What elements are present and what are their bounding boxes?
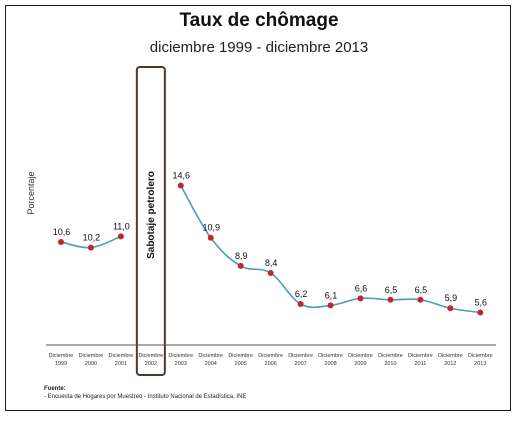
annotation-box	[135, 66, 166, 376]
source-label: Fuente:	[44, 386, 66, 392]
x-tick-label: Diciembre 2004	[198, 353, 223, 367]
x-tick-label: Diciembre 2006	[258, 353, 283, 367]
data-label: 6,2	[295, 289, 308, 299]
x-tick-label: Diciembre 2011	[408, 353, 433, 367]
data-point	[58, 238, 64, 245]
data-label: 8,4	[265, 258, 278, 268]
data-point	[477, 309, 484, 316]
x-tick-label: Diciembre 2010	[378, 353, 403, 367]
data-label: 6,5	[385, 285, 398, 295]
data-point	[417, 296, 424, 303]
data-label: 5,6	[475, 297, 488, 307]
data-point	[207, 234, 214, 241]
x-tick-label: Diciembre 2013	[468, 353, 493, 367]
data-label: 5,9	[445, 293, 458, 303]
data-label: 6,1	[325, 290, 338, 300]
data-label: 6,5	[415, 285, 428, 295]
data-label: 8,9	[235, 251, 248, 261]
x-tick-label: Diciembre 2001	[109, 353, 134, 367]
data-label: 10,6	[53, 227, 71, 237]
data-point	[237, 262, 244, 269]
x-tick-label: Diciembre 2009	[348, 353, 373, 367]
data-point	[387, 296, 394, 303]
data-point	[267, 269, 274, 276]
data-point	[327, 302, 334, 309]
data-label: 14,6	[173, 171, 191, 181]
x-tick-label: Diciembre 2000	[79, 353, 104, 367]
data-point	[87, 244, 94, 251]
x-tick-label: Diciembre 2002	[138, 353, 163, 367]
source-text: - Encuesta de Hogares por Muestreo - Ins…	[44, 394, 247, 400]
x-tick-label: Diciembre 2007	[288, 353, 313, 367]
data-point	[357, 295, 364, 302]
source-note: Fuente: - Encuesta de Hogares por Muestr…	[44, 385, 246, 401]
x-tick-label: Diciembre 1999	[49, 353, 74, 367]
y-axis-label: Porcentaje	[26, 171, 36, 214]
data-label: 11,0	[113, 221, 130, 231]
data-point	[447, 305, 454, 312]
x-tick-label: Diciembre 2003	[168, 353, 193, 367]
chart-subtitle: diciembre 1999 - diciembre 2013	[149, 39, 369, 56]
data-point	[297, 301, 304, 307]
x-tick-label: Diciembre 2012	[438, 353, 463, 367]
data-label: 10,9	[202, 223, 220, 233]
chart-frame	[5, 5, 511, 411]
data-point	[117, 233, 124, 240]
data-label: 6,6	[355, 283, 368, 293]
x-tick-label: Diciembre 2008	[318, 353, 343, 367]
data-point	[177, 182, 184, 189]
x-tick-label: Diciembre 2005	[228, 353, 253, 367]
chart-title: Taux de chômage	[179, 10, 339, 31]
data-label: 10,2	[83, 233, 101, 243]
annotation-label: Sabotaje petrolero	[146, 171, 157, 259]
